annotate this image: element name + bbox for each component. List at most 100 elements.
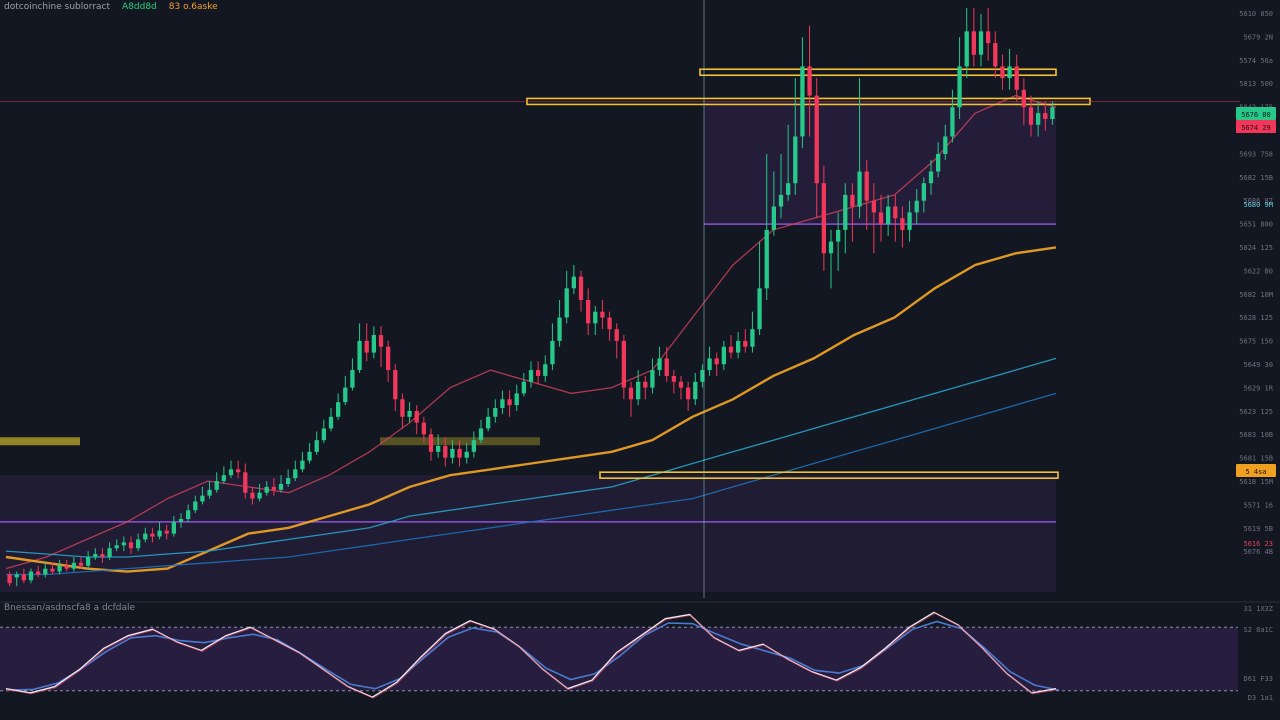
- horizontal-levels[interactable]: [0, 68, 1240, 480]
- candle[interactable]: [450, 440, 455, 464]
- candle[interactable]: [936, 142, 941, 178]
- candle[interactable]: [800, 37, 805, 149]
- candle[interactable]: [928, 159, 934, 195]
- candle[interactable]: [486, 408, 491, 432]
- candle[interactable]: [714, 352, 719, 376]
- candle[interactable]: [307, 443, 312, 464]
- candle[interactable]: [536, 361, 541, 385]
- candle[interactable]: [757, 241, 762, 336]
- candle[interactable]: [971, 8, 976, 67]
- stochastic-panel[interactable]: 31 1X3Z S2 8a1C D61 F33 D3 1a1: [0, 601, 1280, 702]
- candle[interactable]: [386, 340, 391, 382]
- candle[interactable]: [628, 381, 634, 417]
- candle[interactable]: [250, 486, 255, 505]
- candle[interactable]: [200, 486, 205, 505]
- candle[interactable]: [121, 536, 126, 552]
- candle[interactable]: [921, 177, 926, 213]
- candle[interactable]: [643, 375, 648, 400]
- candle[interactable]: [636, 370, 641, 406]
- candle[interactable]: [836, 212, 841, 271]
- candle[interactable]: [414, 405, 419, 435]
- candle[interactable]: [900, 206, 905, 248]
- candle[interactable]: [750, 311, 755, 353]
- candle[interactable]: [193, 495, 198, 514]
- candle[interactable]: [443, 437, 448, 467]
- candle[interactable]: [843, 183, 848, 254]
- candle[interactable]: [350, 358, 355, 391]
- candle[interactable]: [378, 326, 384, 368]
- candle[interactable]: [43, 562, 48, 578]
- symbol-label[interactable]: dotcoinchine sublorract: [4, 2, 111, 12]
- candle[interactable]: [878, 194, 884, 242]
- candle[interactable]: [28, 568, 34, 584]
- candle[interactable]: [828, 229, 834, 289]
- candle[interactable]: [557, 300, 562, 347]
- candle[interactable]: [271, 478, 276, 496]
- candle[interactable]: [728, 335, 734, 359]
- candle[interactable]: [71, 556, 76, 572]
- candle[interactable]: [264, 481, 269, 496]
- candle[interactable]: [600, 300, 605, 330]
- candle[interactable]: [314, 431, 319, 455]
- candle[interactable]: [178, 513, 184, 528]
- candle[interactable]: [500, 390, 505, 414]
- candle[interactable]: [407, 402, 412, 423]
- candle[interactable]: [528, 361, 534, 388]
- candle[interactable]: [207, 481, 212, 499]
- candle[interactable]: [336, 393, 341, 420]
- candle[interactable]: [586, 288, 591, 336]
- candle[interactable]: [621, 335, 626, 400]
- candle[interactable]: [1021, 78, 1026, 125]
- candle[interactable]: [7, 571, 12, 587]
- candle[interactable]: [564, 270, 569, 324]
- candle[interactable]: [300, 451, 305, 473]
- candle[interactable]: [471, 431, 476, 458]
- candle[interactable]: [507, 390, 512, 417]
- candle[interactable]: [228, 460, 234, 479]
- candle[interactable]: [64, 559, 69, 572]
- candle[interactable]: [364, 323, 369, 362]
- level-line-1[interactable]: [699, 68, 1057, 77]
- candle[interactable]: [14, 571, 19, 587]
- candle[interactable]: [328, 408, 334, 432]
- candle[interactable]: [214, 472, 219, 493]
- candle[interactable]: [321, 419, 326, 444]
- candle[interactable]: [764, 154, 769, 300]
- candle[interactable]: [893, 194, 898, 242]
- candle[interactable]: [164, 524, 169, 540]
- candle[interactable]: [571, 264, 576, 295]
- candle[interactable]: [807, 25, 812, 137]
- candle[interactable]: [964, 8, 969, 79]
- candlestick-series[interactable]: [7, 8, 1055, 587]
- candle[interactable]: [914, 189, 919, 225]
- candle[interactable]: [478, 419, 484, 444]
- candle[interactable]: [514, 384, 519, 411]
- candle[interactable]: [786, 124, 791, 201]
- candle[interactable]: [343, 375, 348, 406]
- candle[interactable]: [400, 393, 405, 429]
- candle[interactable]: [286, 469, 291, 487]
- candle[interactable]: [578, 270, 584, 312]
- candle[interactable]: [650, 358, 655, 394]
- candle[interactable]: [607, 311, 612, 341]
- candle[interactable]: [78, 556, 84, 569]
- candle[interactable]: [550, 323, 555, 371]
- candle[interactable]: [1028, 95, 1034, 137]
- candle[interactable]: [464, 443, 469, 464]
- candle[interactable]: [814, 78, 819, 219]
- candle[interactable]: [521, 373, 526, 397]
- candle[interactable]: [457, 440, 462, 467]
- candle[interactable]: [614, 323, 619, 359]
- candle[interactable]: [57, 559, 62, 575]
- candle[interactable]: [371, 326, 376, 359]
- candle[interactable]: [736, 332, 741, 359]
- candle[interactable]: [821, 165, 826, 271]
- candle[interactable]: [693, 373, 698, 406]
- candle[interactable]: [707, 346, 712, 376]
- candle[interactable]: [100, 548, 105, 563]
- candle[interactable]: [864, 159, 869, 230]
- candle[interactable]: [978, 13, 984, 67]
- candle[interactable]: [278, 475, 284, 493]
